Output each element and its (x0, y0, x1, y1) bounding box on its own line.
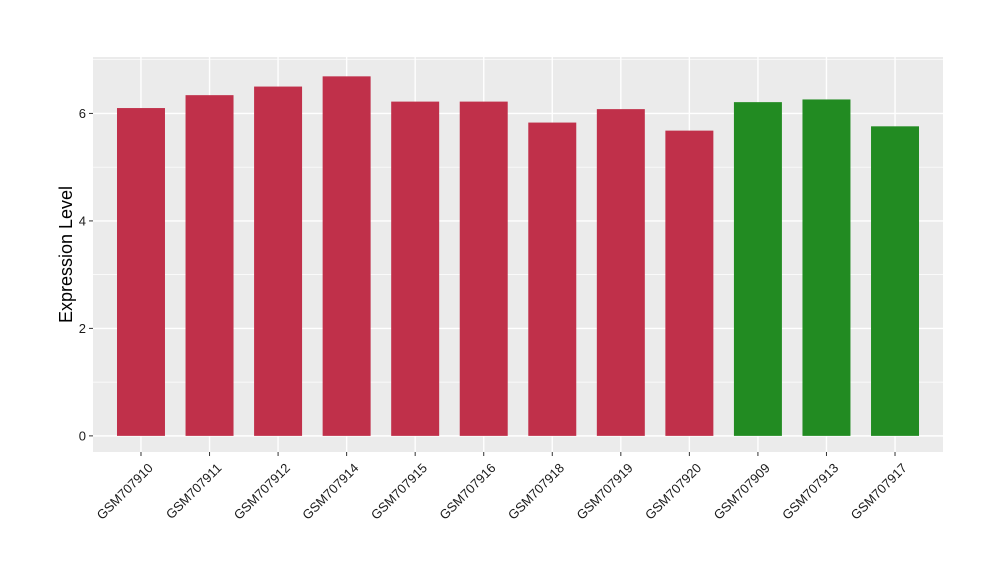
x-tick-label: GSM707919 (574, 460, 636, 522)
x-tick-label: GSM707909 (711, 460, 773, 522)
x-tick-label: GSM707910 (94, 460, 156, 522)
x-tick-label: GSM707916 (436, 460, 498, 522)
bar-gsm707909 (733, 102, 782, 436)
bar-gsm707913 (802, 99, 851, 436)
x-tick-label: GSM707915 (368, 460, 430, 522)
bar-gsm707919 (596, 109, 645, 436)
bar-gsm707914 (322, 76, 371, 436)
x-tick-label: GSM707911 (163, 460, 225, 522)
x-tick-label: GSM707920 (642, 460, 704, 522)
y-axis: 0 2 4 6 (79, 106, 93, 443)
bar-gsm707911 (185, 95, 234, 436)
x-tick-label: GSM707913 (779, 460, 841, 522)
bar-gsm707915 (391, 101, 440, 436)
bars (116, 76, 920, 436)
y-tick-label: 6 (79, 106, 86, 121)
bar-gsm707916 (459, 101, 508, 436)
y-tick-label: 0 (79, 428, 86, 443)
bar-gsm707912 (254, 86, 303, 436)
bar-gsm707920 (665, 130, 714, 436)
x-axis: GSM707910 GSM707911 GSM707912 GSM707914 GSM7… (94, 452, 910, 523)
x-tick-label: GSM707918 (505, 460, 567, 522)
x-tick-label: GSM707912 (231, 460, 293, 522)
x-tick-label: GSM707914 (299, 460, 361, 522)
bar-gsm707918 (528, 122, 577, 436)
y-axis-title: Expression Level (56, 186, 76, 323)
bar-gsm707917 (871, 126, 920, 436)
bar-gsm707910 (116, 108, 165, 436)
y-tick-label: 2 (79, 321, 86, 336)
plot-panel (93, 57, 943, 452)
y-tick-label: 4 (79, 213, 86, 228)
x-tick-label: GSM707917 (848, 460, 910, 522)
